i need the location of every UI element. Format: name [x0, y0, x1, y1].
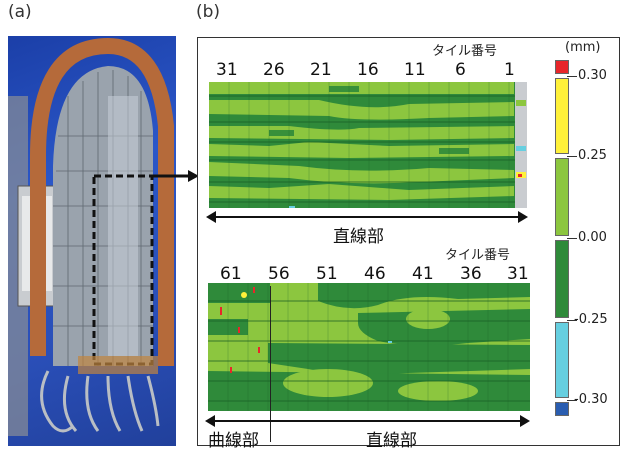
legend-tick-m025: [567, 320, 577, 321]
legend-label-m025: -0.25: [574, 312, 608, 327]
top-tile-26: 26: [263, 60, 285, 80]
bottom-tile-31: 31: [507, 264, 529, 284]
legend-unit: (mm): [565, 40, 601, 55]
bottom-curve-label: 曲線部: [208, 431, 259, 451]
bottom-tile-51: 51: [316, 264, 338, 284]
bottom-tile-caption: タイル番号: [445, 248, 511, 263]
legend-label-000: 0.00: [578, 230, 607, 245]
bottom-tile-56: 56: [268, 264, 290, 284]
bottom-span-arrow: [205, 415, 530, 427]
legend-blue-swatch: [555, 402, 569, 416]
legend-lightgreen-swatch: [555, 158, 569, 236]
top-tile-6: 6: [455, 60, 466, 80]
legend-tick-030: [567, 76, 577, 77]
legend-tick-000: [567, 238, 577, 239]
legend-lightblue-swatch: [555, 322, 569, 398]
legend-yellow-swatch: [555, 78, 569, 154]
legend-label-030: 0.30: [578, 68, 607, 83]
top-span-arrow: [206, 211, 528, 223]
legend-tick-m030: [567, 400, 577, 401]
bottom-tile-46: 46: [364, 264, 386, 284]
top-tile-31: 31: [216, 60, 238, 80]
bottom-tile-41: 41: [412, 264, 434, 284]
device-illustration: [8, 37, 174, 436]
legend-red-swatch: [555, 60, 569, 74]
curve-straight-divider: [270, 286, 271, 442]
legend-darkgreen-swatch: [555, 240, 569, 318]
bottom-deviation-map: [208, 283, 530, 411]
bottom-straight-label: 直線部: [366, 431, 417, 451]
panel-a-label: (a): [8, 2, 32, 22]
bottom-tile-36: 36: [460, 264, 482, 284]
legend-label-m030: -0.30: [574, 392, 608, 407]
legend-tick-025: [567, 156, 577, 157]
pointer-arrow: [150, 170, 199, 182]
panel-b-label: (b): [196, 2, 221, 22]
top-tile-16: 16: [357, 60, 379, 80]
top-tile-21: 21: [310, 60, 332, 80]
bottom-tile-61: 61: [220, 264, 242, 284]
top-straight-label: 直線部: [333, 227, 384, 247]
device-photo: [8, 36, 176, 446]
top-tile-caption: タイル番号: [432, 44, 498, 59]
top-tile-11: 11: [404, 60, 426, 80]
top-tile-1: 1: [504, 60, 515, 80]
top-deviation-map: [209, 82, 527, 208]
legend-label-025: 0.25: [578, 148, 607, 163]
